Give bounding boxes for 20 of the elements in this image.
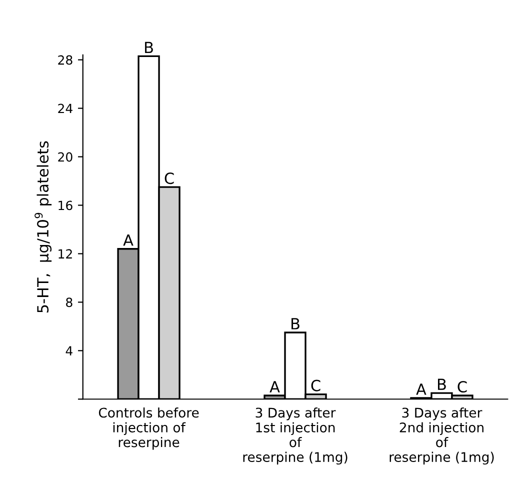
y-tick-label: 16	[58, 200, 72, 210]
y-axis-title: 5-HT, μg/10$^{9}$ platelets	[34, 141, 52, 312]
series-label: B	[145, 42, 153, 54]
y-tick-label: 8	[66, 298, 72, 308]
series-label: C	[458, 380, 467, 393]
y-tick-label: 4	[66, 346, 72, 356]
text: A	[416, 384, 426, 395]
x-tick-label: 3 Days after 2nd injection of reserpine (1mg)	[390, 407, 494, 465]
text: B	[292, 318, 300, 330]
series-label: A	[123, 234, 134, 246]
text: A	[270, 381, 280, 392]
text: C	[164, 172, 174, 184]
text: B	[438, 378, 446, 390]
x-tick-label: 3 Days after 1st injection of reserpine (1mg)	[243, 407, 348, 465]
y-tick-label: 12	[58, 249, 72, 258]
y-tick-label: 28	[58, 55, 72, 65]
y-tick-label: 20	[58, 152, 72, 162]
text: C	[311, 380, 320, 392]
y-tick-label: 24	[58, 104, 72, 114]
x-tick-label: Controls before injection of reserpine	[98, 407, 199, 450]
